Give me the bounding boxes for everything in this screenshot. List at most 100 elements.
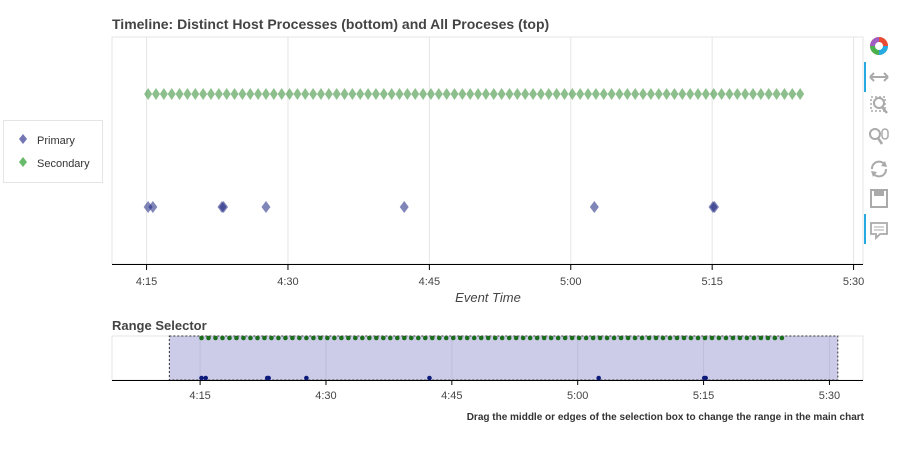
data-point-secondary xyxy=(458,88,467,100)
data-point-secondary xyxy=(733,88,742,100)
data-point-secondary xyxy=(741,88,750,100)
range-selector-caption: Drag the middle or edges of the selectio… xyxy=(466,412,864,423)
range-point-secondary xyxy=(234,335,239,341)
range-point-secondary xyxy=(569,335,575,341)
box-zoom-icon[interactable] xyxy=(866,94,892,116)
data-point-secondary xyxy=(167,88,176,100)
data-point-secondary xyxy=(261,88,270,100)
legend-item-secondary[interactable]: Secondary xyxy=(18,157,90,170)
x-tick-label: 5:00 xyxy=(560,276,581,288)
data-point-secondary xyxy=(529,88,538,100)
data-point-secondary xyxy=(442,88,451,100)
data-point-primary xyxy=(589,201,599,213)
data-point-secondary xyxy=(788,88,797,100)
data-point-secondary xyxy=(678,88,687,100)
data-point-secondary xyxy=(364,88,373,100)
range-point-secondary xyxy=(660,335,666,341)
range-point-secondary xyxy=(311,335,316,341)
data-point-secondary xyxy=(466,88,475,100)
data-point-secondary xyxy=(246,88,255,100)
wheel-zoom-icon[interactable] xyxy=(866,126,892,148)
reset-icon[interactable] xyxy=(866,158,892,180)
data-point-secondary xyxy=(230,88,239,100)
range-point-secondary xyxy=(520,335,526,341)
x-tick-label: 4:30 xyxy=(277,276,298,288)
legend-label: Primary xyxy=(37,135,75,147)
range-point-secondary xyxy=(276,335,281,341)
data-point-secondary xyxy=(489,88,498,100)
data-point-secondary xyxy=(277,88,286,100)
data-point-secondary xyxy=(206,88,215,100)
range-point-secondary xyxy=(576,335,582,341)
range-point-secondary xyxy=(346,335,351,341)
data-point-secondary xyxy=(356,88,365,100)
data-point-secondary xyxy=(348,88,357,100)
range-selection-box[interactable] xyxy=(168,335,839,381)
pan-icon[interactable] xyxy=(866,66,892,88)
range-point-primary xyxy=(703,375,708,381)
range-point-secondary xyxy=(443,335,449,341)
save-icon[interactable] xyxy=(866,188,892,210)
range-point-secondary xyxy=(646,335,652,341)
data-point-secondary xyxy=(584,88,593,100)
data-point-secondary xyxy=(340,88,349,100)
data-point-secondary xyxy=(419,88,428,100)
range-point-secondary xyxy=(429,335,435,341)
range-point-primary xyxy=(199,375,204,381)
legend[interactable]: Primary Secondary xyxy=(3,120,103,183)
data-point-primary xyxy=(148,201,158,213)
range-point-secondary xyxy=(695,335,701,341)
range-point-secondary xyxy=(590,335,596,341)
data-point-secondary xyxy=(316,88,325,100)
data-point-secondary xyxy=(654,88,663,100)
main-plot-frame xyxy=(111,36,864,265)
range-point-secondary xyxy=(290,335,295,341)
range-point-secondary xyxy=(367,335,372,341)
range-point-secondary xyxy=(255,335,260,341)
range-point-secondary xyxy=(478,335,484,341)
data-point-secondary xyxy=(607,88,616,100)
diamond-icon xyxy=(18,157,28,170)
legend-item-primary[interactable]: Primary xyxy=(18,134,75,147)
range-point-secondary xyxy=(632,335,638,341)
range-point-secondary xyxy=(318,335,323,341)
range-point-secondary xyxy=(765,335,771,341)
range-plot-frame xyxy=(111,335,864,381)
active-tool-indicator xyxy=(864,62,866,92)
chart-title: Timeline: Distinct Host Processes (botto… xyxy=(112,16,550,32)
range-point-secondary xyxy=(422,335,428,341)
range-point-secondary xyxy=(436,335,442,341)
range-point-secondary xyxy=(394,335,400,341)
hover-icon[interactable] xyxy=(866,220,892,242)
range-selector-title: Range Selector xyxy=(112,318,207,333)
data-point-secondary xyxy=(332,88,341,100)
range-point-primary xyxy=(427,375,432,381)
data-point-secondary xyxy=(560,88,569,100)
range-point-secondary xyxy=(751,335,757,341)
range-point-secondary xyxy=(604,335,610,341)
data-point-secondary xyxy=(536,88,545,100)
range-x-axis: 4:15 4:30 4:45 5:00 5:15 5:30 xyxy=(189,380,840,402)
range-point-secondary xyxy=(227,335,232,341)
bokeh-logo-icon[interactable] xyxy=(866,34,892,56)
data-point-secondary xyxy=(151,88,160,100)
range-point-secondary xyxy=(534,335,540,341)
range-point-secondary xyxy=(723,335,729,341)
range-point-secondary xyxy=(450,335,456,341)
data-point-secondary xyxy=(623,88,632,100)
range-point-secondary xyxy=(555,335,561,341)
range-point-secondary xyxy=(220,335,225,341)
data-point-secondary xyxy=(631,88,640,100)
x-tick-label: 5:30 xyxy=(819,390,840,402)
range-point-secondary xyxy=(583,335,589,341)
range-point-secondary xyxy=(339,335,344,341)
range-point-secondary xyxy=(618,335,624,341)
data-point-secondary xyxy=(371,88,380,100)
data-point-secondary xyxy=(576,88,585,100)
data-point-secondary xyxy=(222,88,231,100)
main-points[interactable] xyxy=(143,88,805,213)
data-point-secondary xyxy=(670,88,679,100)
range-point-secondary xyxy=(758,335,764,341)
x-tick-label: 4:15 xyxy=(189,390,210,402)
